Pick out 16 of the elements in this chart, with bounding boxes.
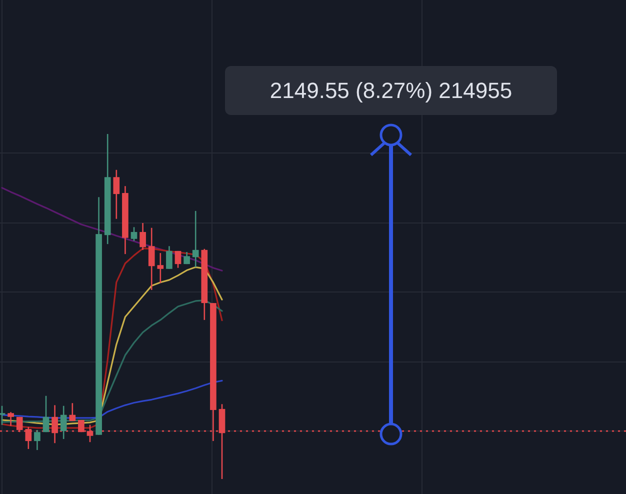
candlestick <box>140 222 146 251</box>
candlestick <box>148 227 155 291</box>
candlestick <box>157 252 164 284</box>
candlestick <box>42 395 50 433</box>
candlestick <box>0 405 6 426</box>
candlestick <box>192 210 199 268</box>
text: 2149.55 (8.27%) 214955 <box>270 78 512 103</box>
candlestick <box>113 169 120 220</box>
candlestick <box>166 245 172 270</box>
candlestick <box>184 251 190 265</box>
candlestick <box>174 250 182 269</box>
candlestick <box>34 429 40 451</box>
candlestick <box>130 226 138 242</box>
candlestick <box>8 411 14 427</box>
candlestick <box>60 405 67 440</box>
candlestick <box>69 402 76 422</box>
